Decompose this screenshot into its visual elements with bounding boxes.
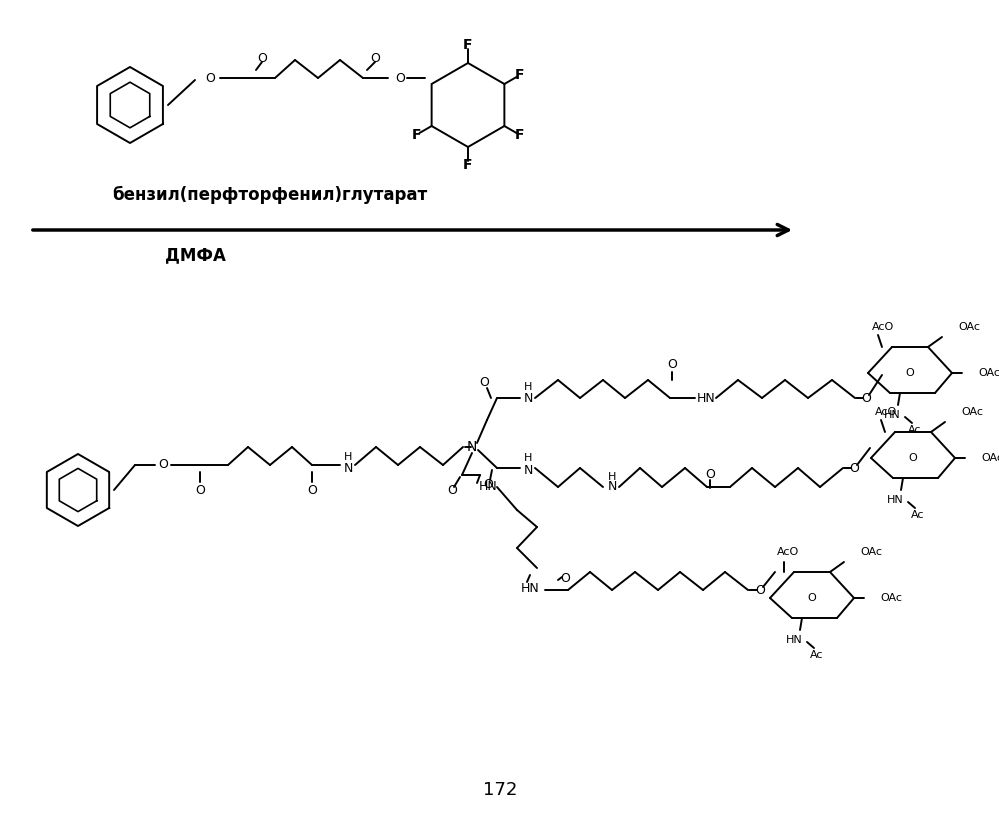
Text: AcO: AcO [875,407,897,417]
Text: O: O [257,51,267,64]
Text: O: O [370,51,380,64]
Text: HN: HN [520,582,539,595]
Text: O: O [807,593,816,603]
Text: O: O [158,459,168,472]
Text: O: O [307,484,317,496]
Text: H: H [523,382,532,392]
Text: O: O [906,368,914,378]
Text: HN: HN [887,495,903,505]
Text: F: F [412,128,421,142]
Text: OAc: OAc [961,407,983,417]
Text: HN: HN [479,481,498,494]
Text: O: O [484,477,493,490]
Text: OAc: OAc [958,322,980,332]
Text: OAc: OAc [981,453,999,463]
Text: H: H [523,453,532,463]
Text: F: F [515,128,524,142]
Text: 172: 172 [483,781,517,799]
Text: Ac: Ac [911,510,925,520]
Text: N: N [523,463,532,477]
Text: Ac: Ac [810,650,824,660]
Text: H: H [344,452,353,462]
Text: O: O [205,72,215,85]
Text: O: O [448,484,457,496]
Text: H: H [607,472,616,482]
Text: O: O [667,358,677,371]
Text: OAc: OAc [860,547,882,557]
Text: OAc: OAc [978,368,999,378]
Text: O: O [705,468,715,481]
Text: ДМФА: ДМФА [165,246,226,264]
Text: N: N [523,392,532,405]
Text: N: N [607,481,616,494]
Text: N: N [467,440,478,454]
Text: HN: HN [696,392,715,405]
Text: F: F [515,68,524,82]
Text: O: O [755,583,765,596]
Text: OAc: OAc [880,593,902,603]
Text: O: O [560,571,570,584]
Text: O: O [395,72,405,85]
Text: F: F [464,38,473,52]
Text: O: O [861,392,871,405]
Text: N: N [344,462,353,474]
Text: Ac: Ac [908,425,922,435]
Text: бензил(перфторфенил)глутарат: бензил(перфторфенил)глутарат [112,186,428,204]
Text: O: O [480,375,489,388]
Text: O: O [909,453,917,463]
Text: HN: HN [884,410,900,420]
Text: O: O [195,484,205,496]
Text: AcO: AcO [777,547,799,557]
Text: HN: HN [785,635,802,645]
Text: O: O [849,462,859,474]
Text: F: F [464,158,473,172]
Text: AcO: AcO [872,322,894,332]
